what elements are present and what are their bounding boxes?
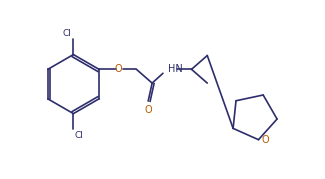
Text: O: O [144, 105, 152, 115]
Text: Cl: Cl [62, 29, 72, 38]
Text: O: O [261, 135, 269, 145]
Text: O: O [115, 64, 123, 74]
Text: HN: HN [168, 64, 183, 74]
Text: Cl: Cl [74, 131, 83, 140]
